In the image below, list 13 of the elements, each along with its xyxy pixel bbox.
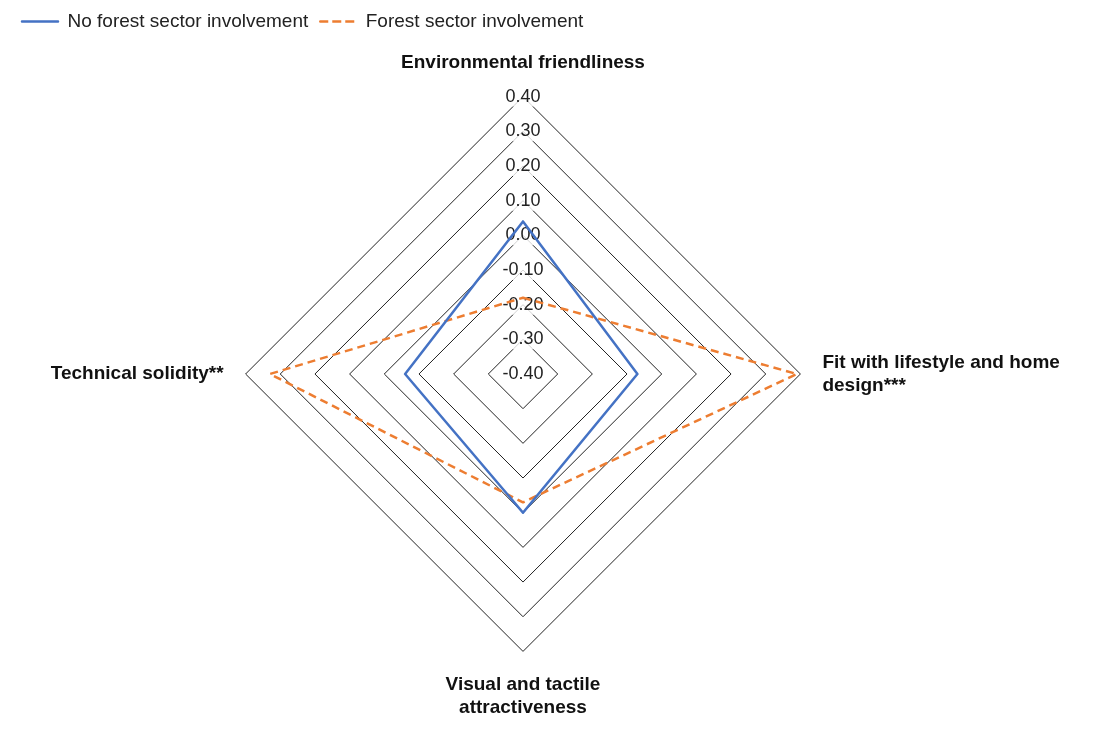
spoke-label: Technical solidity** [50,362,225,384]
y-tick-label: -0.30 [502,328,544,349]
spoke-label: Environmental friendliness [401,51,645,73]
y-tick-label: -0.10 [502,258,544,279]
legend-label: No forest sector involvement [67,9,309,31]
spoke-label: Visual and tactile attractiveness [445,673,601,717]
legend-label: Forest sector involvement [365,9,585,31]
y-tick-label: -0.40 [502,362,544,383]
y-tick-label: 0.20 [505,154,541,175]
y-tick-label: 0.30 [505,120,541,141]
y-tick-label: 0.10 [505,189,541,210]
y-tick-label: 0.40 [505,85,541,106]
spoke-label: Fit with lifestyle and home design*** [822,350,1060,395]
